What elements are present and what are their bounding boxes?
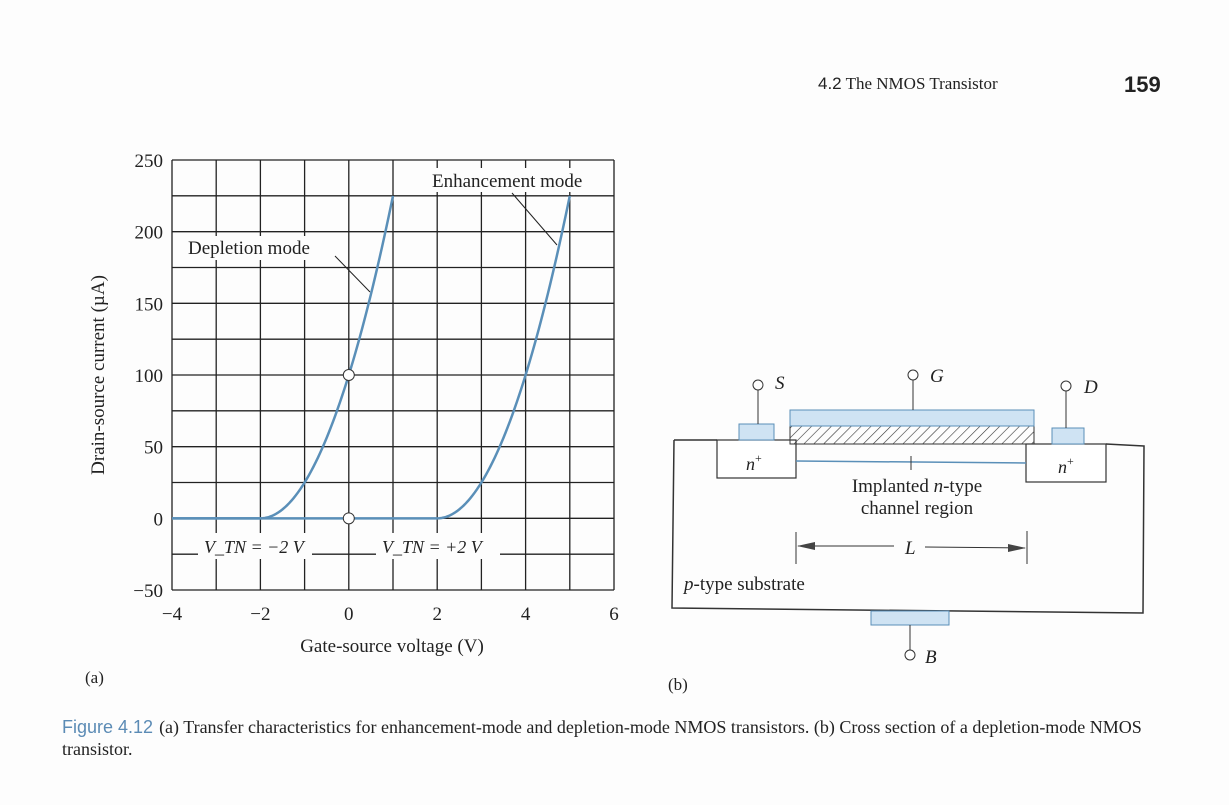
figure-number: Figure 4.12 [62,717,154,737]
y-tick-label: 0 [154,509,164,530]
depletion-mode-label: Depletion mode [188,238,310,259]
drain-n-plus-label: n+ [1058,454,1074,477]
chart-ticks: −4 −2 0 2 4 6 250 200 150 100 50 0 −50 [133,151,618,625]
chart-curves [172,195,572,525]
figure-caption: Figure 4.12 (a) Transfer characteristics … [62,716,1172,760]
vtn-enhancement-label: V_TN = +2 V [382,537,484,557]
channel-label-line2: channel region [861,498,974,519]
series-line-enhancement-mode [172,195,572,520]
x-tick-label: −2 [250,604,270,625]
y-tick-label: 100 [135,366,164,387]
x-tick-label: 0 [344,604,354,625]
section-title: The NMOS Transistor [845,74,998,93]
enhancement-leader-line [511,192,558,246]
substrate-label: p-type substrate [682,574,805,595]
depletion-leader-line [334,255,371,293]
series-line-depletion-mode [172,195,395,520]
x-tick-label: 2 [432,604,442,625]
caption-text: (a) Transfer characteristics for enhance… [62,717,1142,759]
depletion-label-bg [186,236,334,260]
y-tick-label: 250 [135,151,164,172]
body-contact [870,610,950,626]
gate-terminal-icon [907,369,919,381]
body-label: B [925,647,937,668]
enhancement-label-bg [430,168,612,192]
vtn-enh-bg [376,533,500,559]
body-terminal-icon [904,649,916,661]
gate-label: G [930,366,944,387]
source-n-plus-label: n+ [746,451,762,474]
x-axis-label: Gate-source voltage (V) [300,636,484,657]
enhancement-mode-label: Enhancement mode [432,171,582,192]
nmos-cross-section: S G D B n+ n+ Implanted n-type channel r… [671,366,1145,668]
gate-oxide [789,425,1035,445]
source-contact [738,423,775,441]
vtn-depletion-label: V_TN = −2 V [204,537,306,557]
page-number: 159 [1124,72,1161,97]
y-tick-label: 50 [144,438,163,459]
gate-electrode [789,409,1035,427]
x-tick-label: −4 [162,604,183,625]
panel-label-b: (b) [668,675,688,694]
data-point-marker [342,512,355,525]
x-tick-label: 6 [609,604,619,625]
x-tick-label: 4 [521,604,531,625]
data-point-marker [342,369,355,381]
channel-label-line1: Implanted n-type [852,476,982,497]
panel-label-a: (a) [85,668,104,687]
y-tick-label: 150 [135,294,164,315]
substrate-outline [671,439,1145,614]
drain-label: D [1083,377,1098,398]
section-number: 4.2 [818,74,842,93]
source-label: S [775,373,785,394]
y-axis-label: Drain-source current (µA) [88,275,109,475]
y-tick-label: 200 [135,223,164,244]
running-header: 4.2 The NMOS Transistor [818,74,998,94]
drain-terminal-icon [1060,380,1072,392]
y-tick-label: −50 [133,581,163,602]
vtn-dep-bg [198,533,312,559]
drain-contact [1051,427,1085,445]
length-label: L [904,538,916,559]
source-terminal-icon [752,379,764,391]
chart-grid [171,159,615,591]
